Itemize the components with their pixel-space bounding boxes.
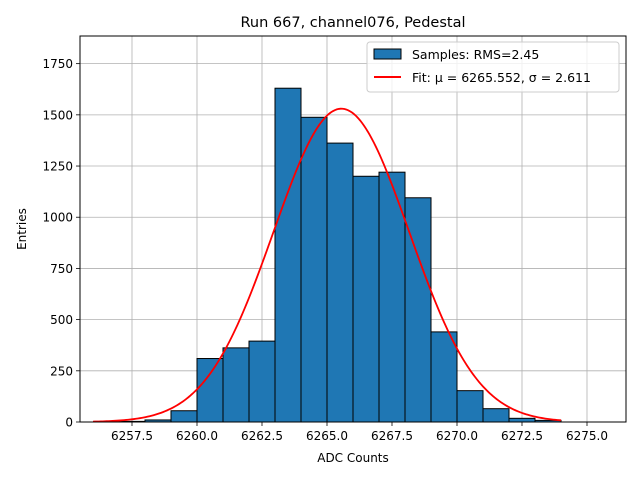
- histogram-bar: [456, 390, 484, 423]
- x-tick-label: 6275.0: [566, 429, 608, 443]
- fit-curve-layer: [92, 107, 562, 423]
- y-tick-label: 750: [50, 262, 73, 276]
- x-tick-label: 6262.5: [241, 429, 283, 443]
- y-axis-ticks: 0 250 500 750 1000 1250 1500 1750: [42, 57, 80, 430]
- y-tick-label: 1750: [42, 57, 73, 71]
- histogram-bar: [222, 347, 250, 423]
- histogram-bar: [326, 142, 354, 423]
- histogram-bar: [196, 358, 224, 423]
- y-tick-label: 250: [50, 364, 73, 378]
- chart-title: Run 667, channel076, Pedestal: [240, 15, 465, 31]
- x-tick-label: 6265.0: [306, 429, 348, 443]
- histogram-bars: [118, 87, 562, 423]
- histogram-bar: [248, 340, 276, 423]
- legend-histogram-label: Samples: RMS=2.45: [412, 47, 539, 62]
- histogram-bar: [300, 116, 328, 423]
- histogram-bar: [430, 331, 458, 423]
- legend-histogram-swatch: [373, 48, 402, 60]
- y-tick-label: 1000: [42, 211, 73, 225]
- legend-box: [366, 41, 620, 93]
- histogram-bar: [482, 408, 510, 423]
- x-tick-label: 6267.5: [371, 429, 413, 443]
- histogram-bar: [274, 87, 302, 423]
- y-axis-label: Entries: [15, 208, 29, 250]
- legend-fit-label: Fit: μ = 6265.552, σ = 2.611: [412, 70, 591, 85]
- x-axis-label: ADC Counts: [317, 451, 389, 465]
- histogram-bar: [508, 417, 536, 423]
- histogram-bar: [404, 197, 432, 423]
- histogram-bar: [352, 175, 380, 423]
- x-axis-ticks: 6257.5 6260.0 6262.5 6265.0 6267.5 6270.0 6272…: [111, 422, 608, 443]
- histogram-bar: [170, 410, 198, 423]
- x-tick-label: 6272.5: [501, 429, 543, 443]
- y-tick-label: 500: [50, 313, 73, 327]
- y-tick-label: 1500: [42, 108, 73, 122]
- plot-frame: [79, 35, 627, 423]
- x-tick-label: 6270.0: [436, 429, 478, 443]
- fit-curve: [92, 107, 562, 423]
- legend: Samples: RMS=2.45 Fit: μ = 6265.552, σ =…: [366, 41, 620, 93]
- y-tick-label: 1250: [42, 160, 73, 174]
- y-tick-label: 0: [65, 416, 73, 430]
- histogram-bar: [378, 171, 406, 423]
- x-tick-label: 6260.0: [176, 429, 218, 443]
- x-tick-label: 6257.5: [111, 429, 153, 443]
